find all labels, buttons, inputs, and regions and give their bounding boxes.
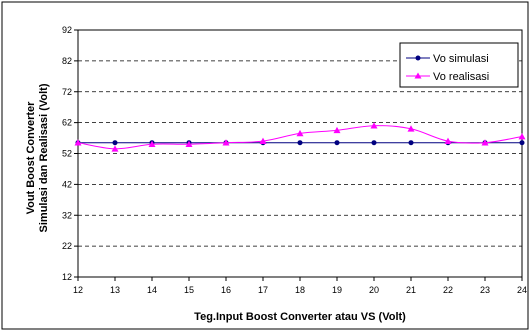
y-tick-label-32: 32 [62, 210, 72, 220]
y-tick-label-22: 22 [62, 241, 72, 251]
y-tick-label-52: 52 [62, 149, 72, 159]
x-tick-label-14: 14 [147, 285, 157, 295]
point-vo-simulasi-21 [408, 140, 414, 146]
point-vo-simulasi-20 [371, 140, 377, 146]
point-vo-simulasi-18 [297, 140, 303, 146]
point-vo-realisasi-20 [370, 122, 378, 129]
x-tick-labels: 12 13 14 15 16 17 18 19 20 21 22 23 24 [73, 277, 527, 295]
point-vo-realisasi-12 [74, 139, 82, 146]
legend-label-vo-simulasi: Vo simulasi [433, 53, 489, 65]
x-tick-label-18: 18 [295, 285, 305, 295]
x-tick-label-20: 20 [369, 285, 379, 295]
x-tick-label-21: 21 [406, 285, 416, 295]
legend-marker-vo-simulasi [415, 55, 421, 61]
legend: Vo simulasi Vo realisasi [399, 42, 519, 88]
point-vo-realisasi-15 [185, 140, 193, 148]
series [74, 122, 526, 152]
point-vo-realisasi-13 [111, 145, 119, 152]
x-axis-title: Teg.Input Boost Converter atau VS (Volt) [194, 311, 406, 323]
point-vo-realisasi-14 [148, 140, 156, 148]
legend-label-vo-realisasi: Vo realisasi [433, 71, 489, 83]
legend-marker-vo-realisasi [414, 72, 422, 79]
y-tick-label-42: 42 [62, 179, 72, 189]
x-tick-label-15: 15 [184, 285, 194, 295]
point-vo-realisasi-21 [407, 125, 415, 132]
series-vo-realisasi [74, 122, 526, 152]
legend-box [399, 42, 519, 88]
y-tick-label-92: 92 [62, 25, 72, 35]
point-vo-simulasi-24 [519, 140, 525, 146]
y-tick-labels: 12 22 32 42 52 62 72 82 92 [62, 25, 78, 282]
y-tick-label-72: 72 [62, 87, 72, 97]
point-vo-realisasi-19 [333, 126, 341, 134]
point-vo-realisasi-22 [444, 137, 452, 144]
x-tick-label-12: 12 [73, 285, 83, 295]
gridlines [78, 60, 522, 247]
point-vo-simulasi-13 [112, 140, 118, 146]
y-tick-label-62: 62 [62, 118, 72, 128]
point-vo-realisasi-23 [481, 139, 489, 146]
x-tick-label-13: 13 [110, 285, 120, 295]
x-tick-label-17: 17 [258, 285, 268, 295]
x-tick-label-16: 16 [221, 285, 231, 295]
point-vo-realisasi-24 [518, 133, 526, 140]
y-tick-label-82: 82 [62, 56, 72, 66]
x-tick-label-24: 24 [517, 285, 527, 295]
x-tick-label-22: 22 [443, 285, 453, 295]
point-vo-realisasi-16 [222, 139, 230, 146]
y-axis-title-line2: Simulasi dan Realisasi (Volt) [38, 83, 50, 232]
x-tick-label-19: 19 [332, 285, 342, 295]
x-tick-label-23: 23 [480, 285, 490, 295]
point-vo-realisasi-17 [259, 137, 267, 144]
point-vo-simulasi-19 [334, 140, 340, 146]
y-axis-title-line1: Vout Boost Converter [25, 101, 37, 215]
point-vo-realisasi-18 [296, 129, 304, 137]
y-tick-label-12: 12 [62, 272, 72, 282]
